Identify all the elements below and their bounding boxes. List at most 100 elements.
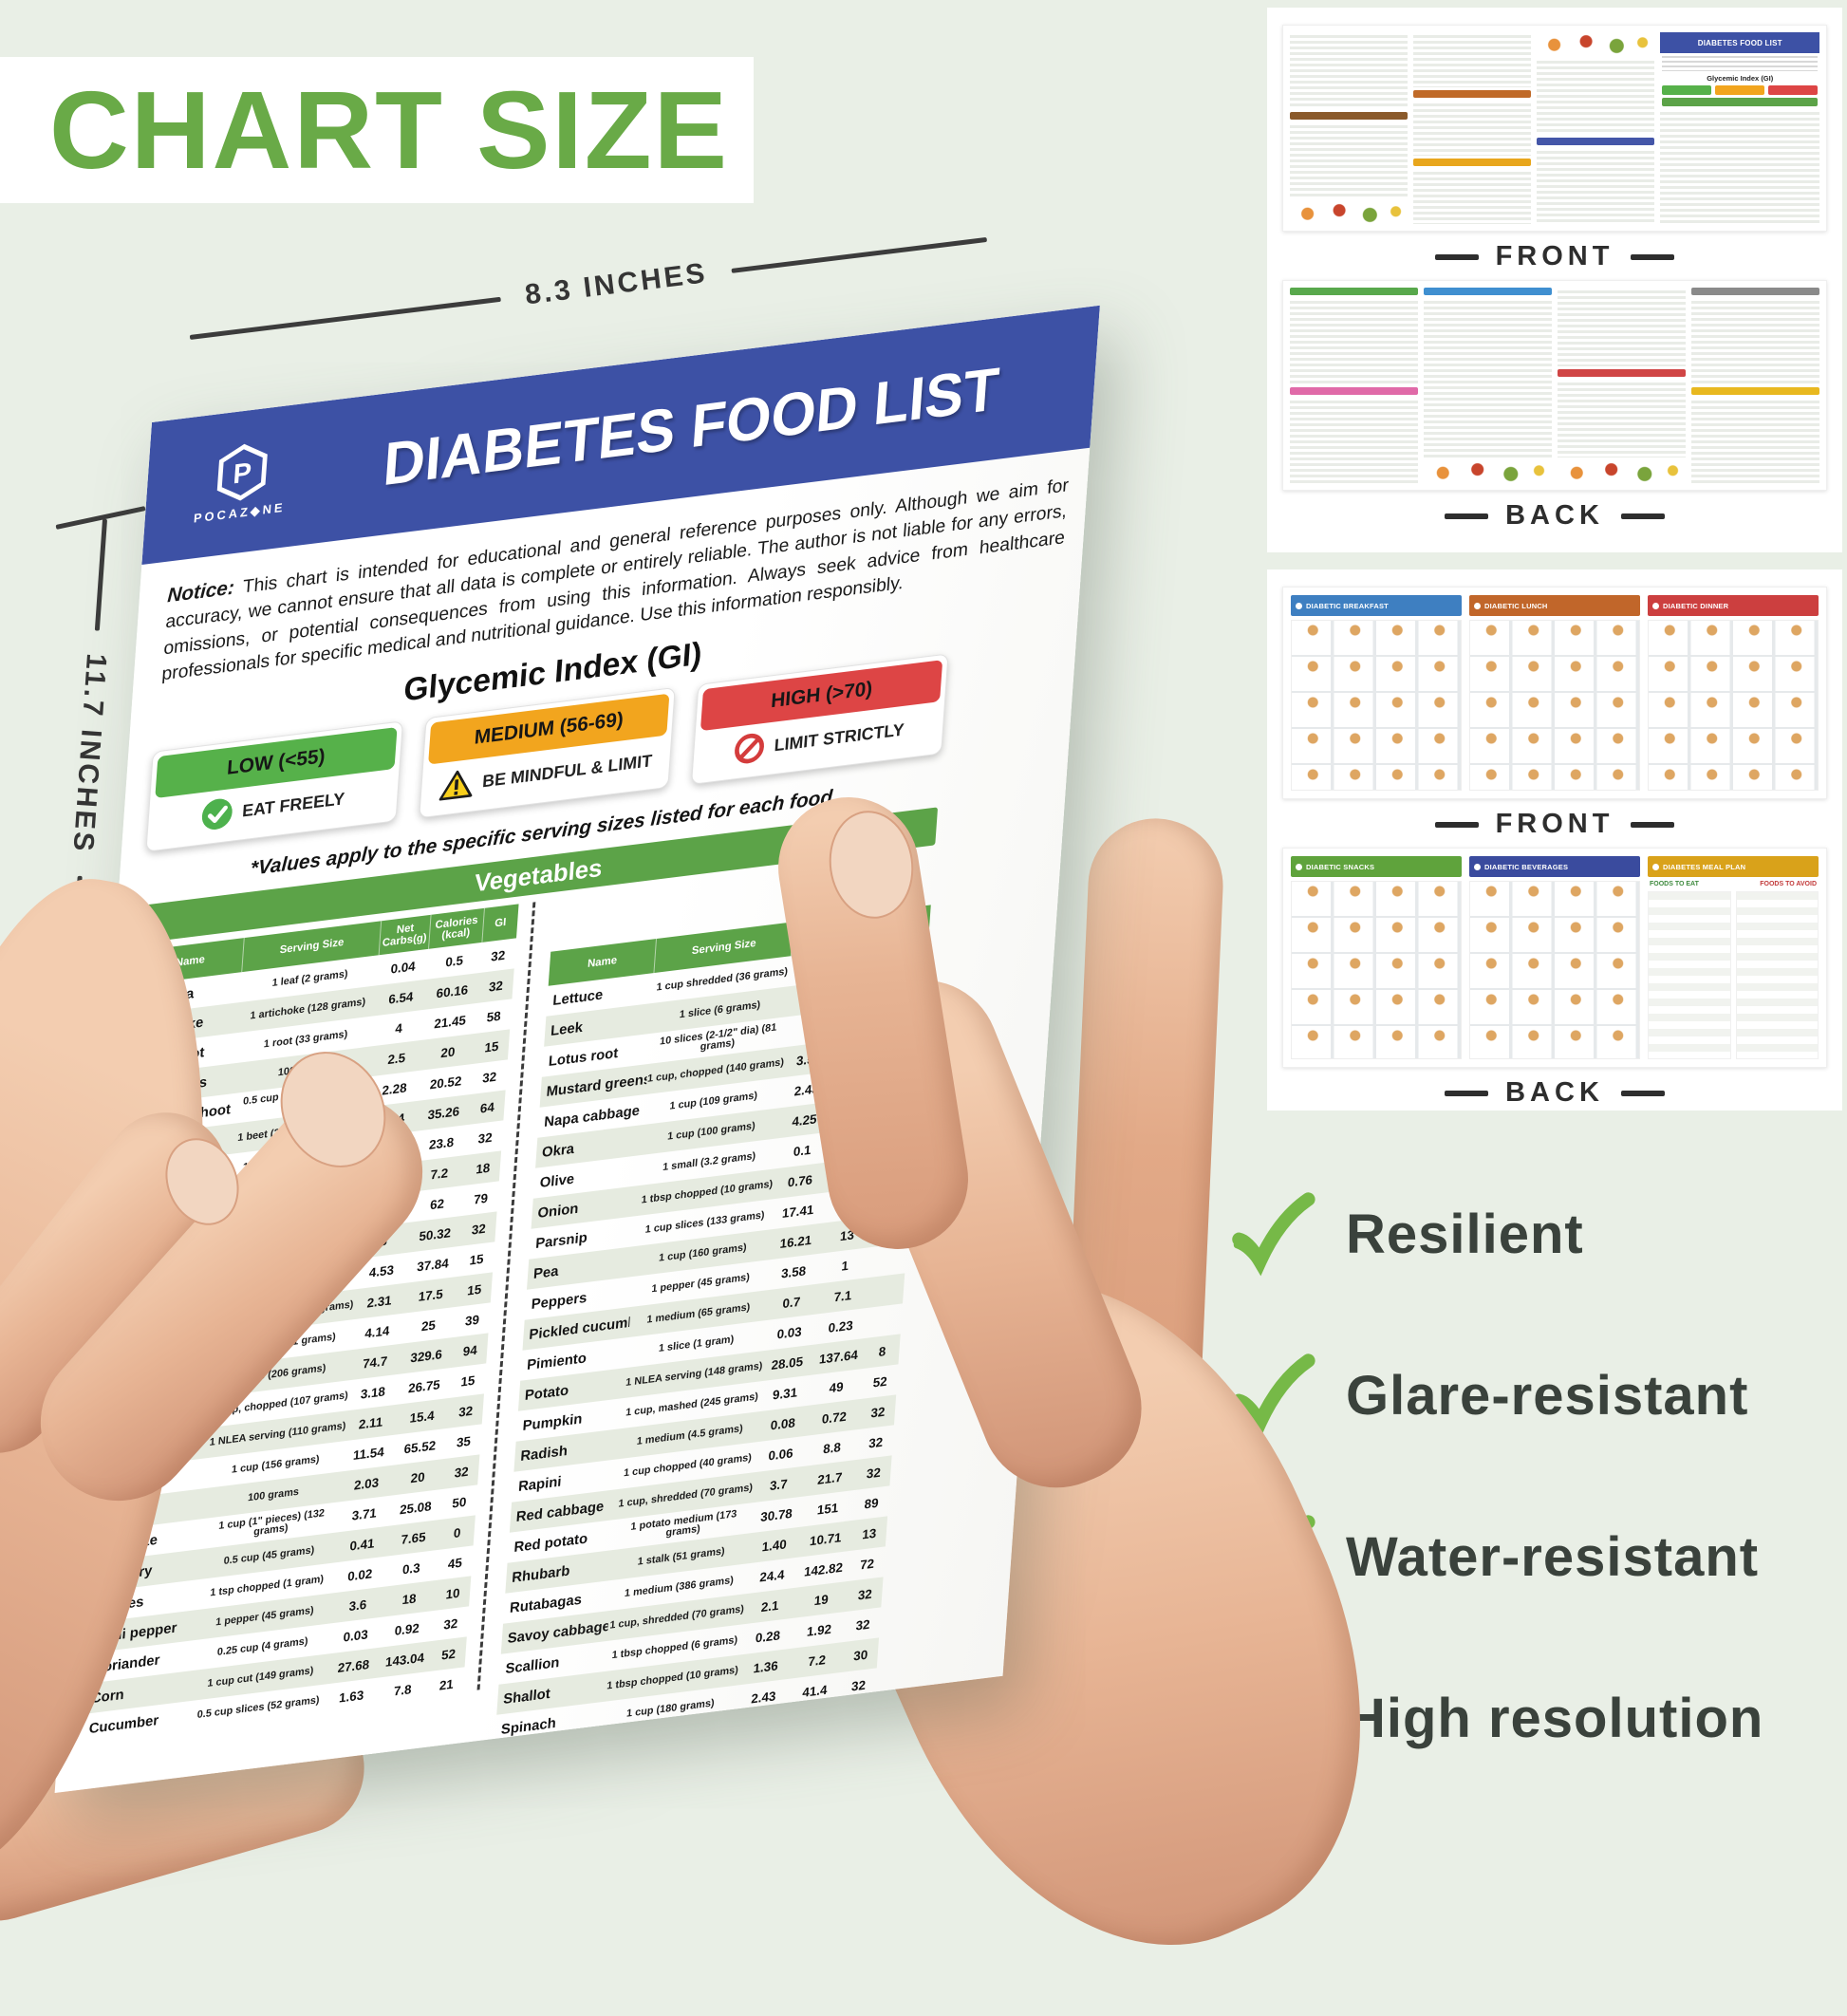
thumb-section-lunch: DIABETIC LUNCH (1469, 595, 1640, 791)
cell-calories: 23.8 (428, 1134, 455, 1152)
mini-section-bar (1691, 386, 1819, 395)
feature-label: High resolution (1346, 1687, 1764, 1749)
cell-gi: 35 (456, 1433, 472, 1450)
cell-gi: 32 (857, 1586, 873, 1603)
cell-calories: 15.4 (409, 1408, 436, 1426)
cell-gi: 15 (484, 1038, 499, 1055)
cell-carbs: 74.7 (362, 1353, 388, 1372)
mini-table (1413, 101, 1532, 156)
meal-plan-body (1648, 891, 1819, 1059)
cell-carbs: 3.7 (769, 1476, 789, 1493)
mini-section-header: DIABETES MEAL PLAN (1648, 856, 1819, 877)
hexagon-logo-icon: P (216, 443, 268, 501)
cell-calories: 151 (816, 1500, 839, 1518)
brand-logo: P POCAZ◆NE (168, 435, 314, 530)
front-label-text: FRONT (1495, 241, 1614, 271)
mini-table (1413, 169, 1532, 224)
cell-gi: 32 (481, 1069, 497, 1086)
cell-gi: 79 (473, 1190, 489, 1207)
thumb-section-breakfast: DIABETIC BREAKFAST (1291, 595, 1462, 791)
cell-carbs: 0.02 (346, 1566, 373, 1584)
mini-section-header: DIABETIC BREAKFAST (1291, 595, 1462, 616)
cell-gi: 58 (486, 1008, 502, 1025)
cell-name: Cucumber (88, 1711, 159, 1737)
cell-gi: 15 (466, 1281, 482, 1298)
food-card-grid (1291, 620, 1462, 791)
thumb-column (1558, 288, 1686, 483)
label-dash (1631, 253, 1675, 260)
cell-calories: 7.2 (807, 1652, 827, 1670)
feature-label: Glare-resistant (1346, 1364, 1749, 1427)
cell-calories: 50.32 (419, 1225, 452, 1244)
mini-chip-high (1768, 85, 1818, 95)
back-label-text: BACK (1505, 500, 1604, 531)
mini-table (1424, 298, 1552, 457)
cell-gi: 32 (870, 1404, 886, 1421)
cell-carbs: 0.76 (787, 1172, 813, 1190)
cell-carbs: 30.78 (759, 1505, 793, 1524)
cell-calories: 0.92 (394, 1620, 420, 1638)
cell-carbs: 2.5 (387, 1050, 406, 1067)
cell-gi: 21 (438, 1676, 455, 1693)
cell-calories: 10.71 (809, 1530, 843, 1549)
cell-carbs: 1.36 (753, 1658, 779, 1676)
mini-table (1660, 109, 1820, 224)
cell-carbs: 6.54 (387, 989, 414, 1007)
mini-section-bar (1691, 288, 1819, 295)
checkmark-icon (1232, 1192, 1315, 1277)
cell-gi: 64 (479, 1099, 495, 1116)
food-card-grid (1648, 620, 1819, 791)
poster-thumb-back-1 (1282, 280, 1827, 491)
cell-carbs: 17.41 (781, 1202, 814, 1221)
cell-gi: 32 (457, 1403, 474, 1420)
cell-calories: 20 (410, 1469, 426, 1486)
thumb-section-beverages: DIABETIC BEVERAGES (1469, 856, 1640, 1059)
cell-carbs: 0.03 (343, 1627, 369, 1645)
cell-calories: 18 (401, 1591, 418, 1608)
back-label-text: BACK (1505, 1077, 1604, 1108)
thumb-section-dinner: DIABETIC DINNER (1648, 595, 1819, 791)
cell-gi: 52 (440, 1646, 457, 1663)
mini-section-bar (1290, 288, 1418, 295)
feature-item: Glare-resistant (1226, 1350, 1748, 1441)
label-dash (1445, 1090, 1489, 1096)
cell-serving: 1 cup (180 grams) (625, 1697, 716, 1720)
label-dash (1434, 821, 1479, 828)
cell-calories: 37.84 (416, 1256, 450, 1275)
cell-calories: 20 (439, 1044, 456, 1061)
cell-calories: 1.92 (806, 1621, 832, 1639)
cell-carbs: 3.58 (780, 1263, 807, 1281)
cell-gi: 52 (872, 1373, 888, 1391)
cell-gi: 13 (861, 1525, 877, 1542)
mini-gi-chips (1662, 85, 1818, 95)
cell-calories: 7.65 (401, 1529, 427, 1547)
mini-section-bar (1537, 137, 1655, 145)
warning-icon (438, 771, 473, 801)
column-header-calories: Calories (kcal) (428, 908, 485, 950)
cell-gi (871, 1259, 905, 1262)
cell-gi: 94 (462, 1342, 478, 1359)
thumb-column (1413, 32, 1532, 224)
thumb-column (1537, 32, 1655, 224)
cell-gi: 0 (453, 1524, 461, 1540)
dimension-line (189, 296, 501, 340)
thumb-column (1691, 288, 1819, 483)
cell-carbs: 2.43 (750, 1689, 776, 1707)
mini-table (1558, 288, 1686, 366)
column-header-carbs: Net Carbs(g) (379, 915, 432, 956)
mini-table (1537, 58, 1655, 135)
label-dash (1620, 1090, 1665, 1096)
cell-gi: 32 (850, 1677, 867, 1694)
cell-carbs: 0.04 (390, 959, 417, 977)
poster-banner: P POCAZ◆NE DIABETES FOOD LIST (141, 305, 1100, 565)
front-label-text: FRONT (1495, 809, 1614, 839)
mini-section-header: DIABETIC LUNCH (1469, 595, 1640, 616)
mini-section-bar (1413, 90, 1532, 98)
mini-section-header: DIABETIC BEVERAGES (1469, 856, 1640, 877)
cell-calories: 137.64 (818, 1347, 859, 1367)
cell-gi: 39 (464, 1312, 480, 1329)
back-label: BACK (1282, 1077, 1827, 1109)
cell-gi: 32 (477, 1129, 494, 1147)
thumb-column (1290, 288, 1418, 483)
poster-title: DIABETES FOOD LIST (381, 354, 1001, 499)
